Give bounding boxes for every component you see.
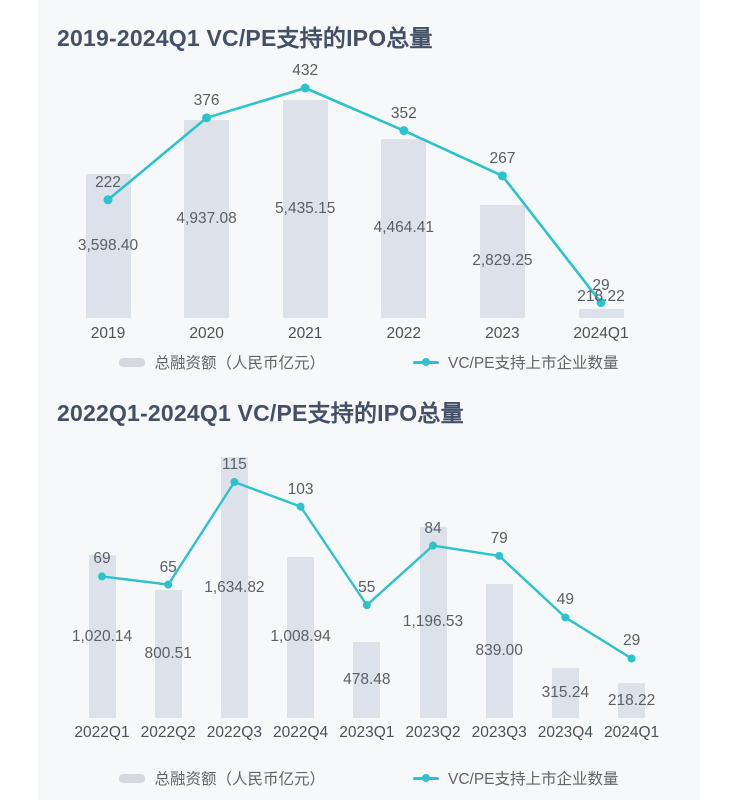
- bar-value-label: 4,937.08: [176, 209, 237, 227]
- article-panel: 2019-2024Q1 VC/PE支持的IPO总量 3,598.40 4,937.…: [38, 0, 700, 800]
- legend-item-ipo-count[interactable]: VC/PE支持上市企业数量: [412, 767, 619, 789]
- legend-label: VC/PE支持上市企业数量: [447, 771, 619, 788]
- line-value-label: 49: [556, 591, 575, 609]
- chart-legend: 总融资额（人民币亿元） VC/PE支持上市企业数量: [38, 351, 700, 373]
- x-axis-label: 2020: [189, 325, 224, 342]
- bar-value-label: 1,634.82: [204, 578, 265, 596]
- bar-value-label: 1,020.14: [71, 627, 133, 645]
- line-value-label: 55: [358, 579, 376, 597]
- line-value-label: 432: [292, 62, 319, 79]
- legend-label: VC/PE支持上市企业数量: [447, 355, 619, 372]
- x-axis-label: 2024Q1: [573, 325, 629, 342]
- line-value-label: 69: [93, 550, 111, 568]
- bar-value-label: 5,435.15: [275, 200, 336, 217]
- x-axis-label: 2023Q4: [537, 724, 593, 741]
- bar-total-funding: [618, 683, 646, 718]
- bar-value-label: 1,008.94: [270, 628, 331, 646]
- legend-item-total-funding[interactable]: 总融资额（人民币亿元）: [119, 351, 325, 373]
- bar-value-label: 315.24: [541, 683, 590, 701]
- line-swatch-icon: [412, 358, 439, 366]
- legend-item-total-funding[interactable]: 总融资额（人民币亿元）: [119, 767, 325, 789]
- chart-title-quarterly: 2022Q1-2024Q1 VC/PE支持的IPO总量: [57, 400, 464, 426]
- x-axis-label: 2023Q1: [339, 724, 395, 741]
- bar-value-label: 218.22: [577, 288, 625, 306]
- bar-value-label: 4,464.41: [373, 219, 434, 237]
- bar-value-label: 839.00: [475, 642, 523, 660]
- line-value-label: 103: [287, 480, 314, 498]
- bar-value-label: 478.48: [343, 670, 391, 688]
- legend-item-ipo-count[interactable]: VC/PE支持上市企业数量: [412, 351, 619, 373]
- line-value-label: 84: [424, 519, 442, 537]
- line-value-label: 29: [592, 276, 610, 294]
- line-point: [362, 601, 371, 610]
- bar-total-funding: [578, 309, 624, 318]
- x-axis-label: 2023Q2: [405, 724, 461, 741]
- x-axis-label: 2023: [485, 325, 520, 342]
- chart-legend: 总融资额（人民币亿元） VC/PE支持上市企业数量: [38, 767, 700, 789]
- legend-label: 总融资额（人民币亿元）: [154, 355, 325, 372]
- bar-value-label: 800.51: [144, 645, 192, 663]
- bar-value-label: 218.22: [607, 691, 656, 709]
- x-axis-label: 2022Q1: [74, 724, 130, 741]
- line-point: [164, 580, 173, 589]
- x-axis-label: 2022Q3: [206, 724, 262, 741]
- x-axis-label: 2024Q1: [604, 724, 660, 741]
- x-axis-label: 2021: [287, 325, 323, 342]
- line-swatch-icon: [412, 774, 439, 782]
- bar-value-label: 2,829.25: [472, 252, 533, 270]
- line-value-label: 376: [193, 91, 220, 109]
- line-point: [296, 502, 305, 511]
- line-value-label: 115: [222, 456, 247, 473]
- line-point: [627, 654, 636, 663]
- chart-quarterly-ipo: 1,020.14 800.51 1,634.82 1,008.94 478.48 1,19…: [38, 0, 700, 800]
- chart-yearly-ipo: 3,598.40 4,937.08 5,435.15 4,464.41 2,829.25…: [38, 0, 700, 800]
- line-value-label: 267: [489, 149, 516, 167]
- line-value-label: 65: [159, 558, 177, 576]
- bar-swatch-icon: [119, 357, 146, 367]
- line-point: [561, 613, 570, 622]
- line-point: [495, 551, 504, 560]
- chart-title-yearly: 2019-2024Q1 VC/PE支持的IPO总量: [57, 25, 433, 51]
- line-value-label: 352: [390, 104, 417, 122]
- bar-total-funding: [551, 667, 579, 718]
- legend-label: 总融资额（人民币亿元）: [154, 771, 325, 788]
- line-value-label: 29: [622, 632, 641, 650]
- x-axis-label: 2022: [386, 325, 422, 342]
- bar-swatch-icon: [119, 773, 146, 783]
- line-value-label: 79: [490, 529, 508, 547]
- x-axis-label: 2019: [90, 325, 126, 342]
- line-value-label: 222: [95, 173, 121, 191]
- x-axis-label: 2022Q4: [273, 724, 329, 741]
- x-axis-label: 2022Q2: [140, 724, 196, 741]
- bar-value-label: 3,598.40: [77, 236, 139, 254]
- x-axis-label: 2023Q3: [471, 724, 527, 741]
- bar-value-label: 1,196.53: [402, 613, 464, 631]
